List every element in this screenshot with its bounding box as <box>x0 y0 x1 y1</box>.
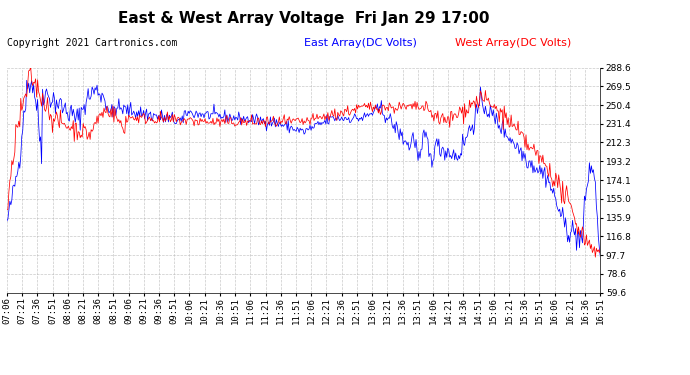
Line: East Array(DC Volts): East Array(DC Volts) <box>7 80 600 257</box>
West Array(DC Volts) <box>3 207 11 212</box>
East Array(DC Volts) <box>273 117 281 122</box>
West Array(DC Volts) <box>273 124 281 129</box>
East Array(DC Volts) <box>23 78 31 82</box>
East Array(DC Volts) <box>451 158 459 162</box>
Text: Copyright 2021 Cartronics.com: Copyright 2021 Cartronics.com <box>7 38 177 48</box>
East Array(DC Volts) <box>353 116 362 120</box>
Line: West Array(DC Volts): West Array(DC Volts) <box>7 67 600 257</box>
East Array(DC Volts) <box>400 140 408 144</box>
West Array(DC Volts) <box>596 246 604 250</box>
Text: East & West Array Voltage  Fri Jan 29 17:00: East & West Array Voltage Fri Jan 29 17:… <box>118 11 489 26</box>
West Array(DC Volts) <box>109 104 117 108</box>
West Array(DC Volts) <box>353 107 362 111</box>
West Array(DC Volts) <box>451 111 459 116</box>
West Array(DC Volts) <box>591 255 600 260</box>
East Array(DC Volts) <box>596 255 604 259</box>
Text: West Array(DC Volts): West Array(DC Volts) <box>455 38 571 48</box>
East Array(DC Volts) <box>109 115 117 119</box>
Text: East Array(DC Volts): East Array(DC Volts) <box>304 38 417 48</box>
West Array(DC Volts) <box>400 102 408 107</box>
West Array(DC Volts) <box>157 109 165 114</box>
West Array(DC Volts) <box>26 64 34 69</box>
East Array(DC Volts) <box>157 118 165 122</box>
East Array(DC Volts) <box>3 219 11 223</box>
